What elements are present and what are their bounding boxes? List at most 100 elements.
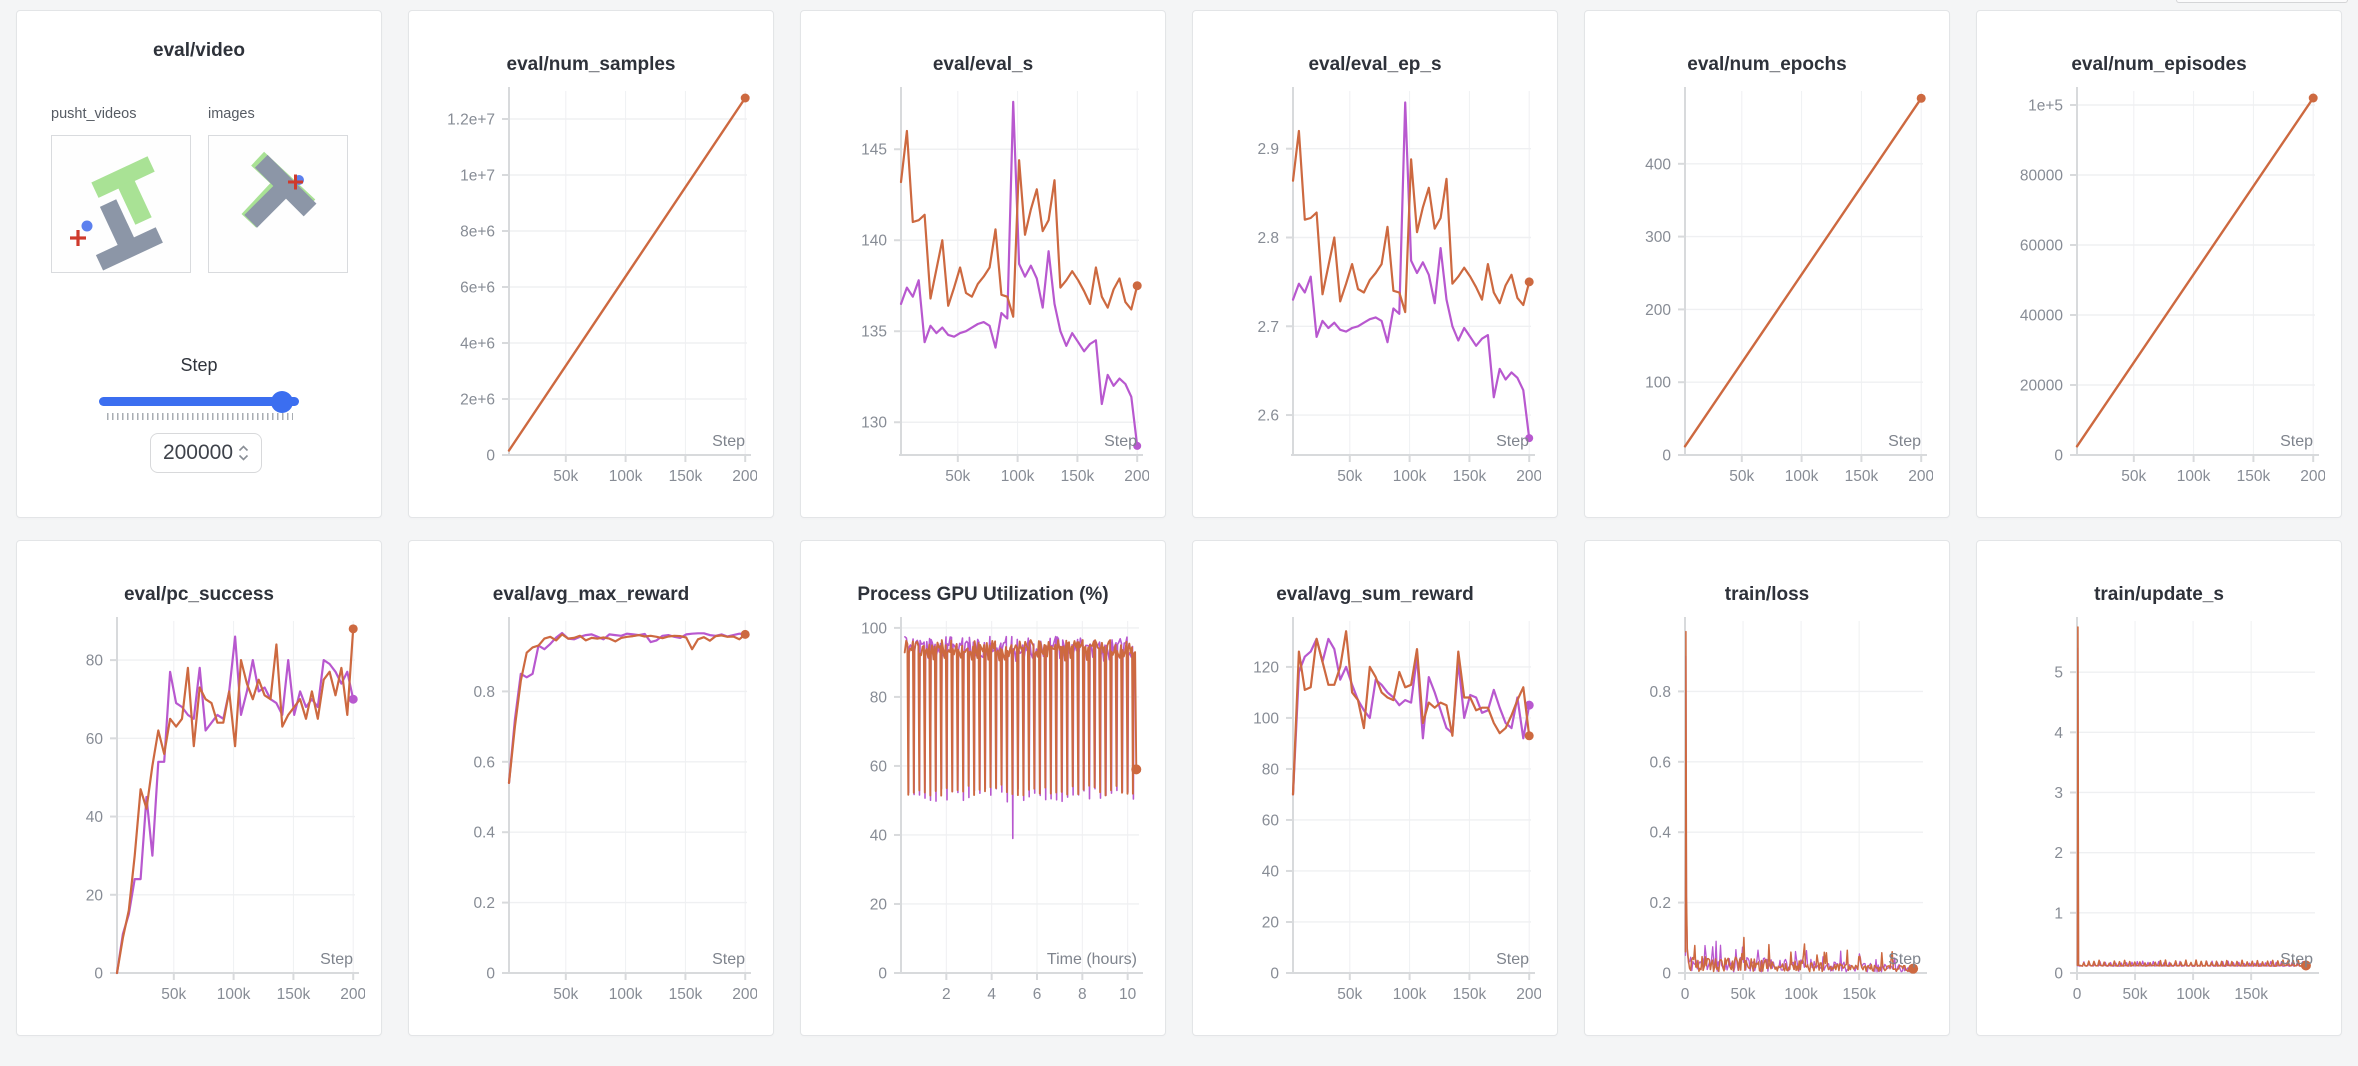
svg-text:300: 300 — [1645, 229, 1671, 246]
panel-title: eval/eval_s — [932, 54, 1034, 75]
panel-train-loss[interactable]: train/loss 0 0.2 0.4 0.6 0.8 0 50k 100k 150k Step — [1584, 540, 1950, 1036]
panel-eval-video[interactable]: eval/video pusht_videos images — [16, 10, 382, 518]
panel-title: eval/video — [153, 40, 245, 61]
target-t-shape — [91, 156, 155, 225]
svg-text:100k: 100k — [2176, 986, 2210, 1003]
svg-text:100k: 100k — [609, 468, 643, 485]
step-number-input[interactable]: 200000 — [150, 433, 262, 473]
svg-text:Step: Step — [2280, 433, 2313, 450]
svg-text:80: 80 — [86, 653, 104, 670]
svg-text:200: 200 — [1645, 302, 1671, 319]
svg-text:150k: 150k — [1453, 468, 1487, 485]
svg-text:10: 10 — [1119, 986, 1137, 1003]
svg-text:150k: 150k — [277, 986, 311, 1003]
svg-text:200: 200 — [340, 986, 365, 1003]
line-chart[interactable]: 2.6 2.7 2.8 2.9 50k 100k 150k 200 Step — [1209, 81, 1541, 511]
line-chart[interactable]: 0 20 40 60 80 100 2 4 6 8 10 Time (hours) — [817, 611, 1149, 1029]
svg-text:0.8: 0.8 — [473, 684, 495, 701]
agent-dot — [81, 220, 93, 232]
pusht-video-thumbnail[interactable] — [51, 135, 191, 273]
panel-eval-num-episodes[interactable]: eval/num_episodes 0 20000 40000 60000 80000 1… — [1976, 10, 2342, 518]
svg-text:2.7: 2.7 — [1257, 319, 1279, 336]
line-chart[interactable]: 0 2e+6 4e+6 6e+6 8e+6 1e+7 1.2e+7 50k 100k 150k 20… — [425, 81, 757, 511]
chevron-down-icon[interactable] — [238, 454, 249, 461]
svg-text:1.2e+7: 1.2e+7 — [447, 112, 495, 129]
svg-text:2: 2 — [2054, 845, 2063, 862]
svg-text:4: 4 — [2054, 725, 2063, 742]
svg-text:50k: 50k — [553, 986, 578, 1003]
svg-text:8e+6: 8e+6 — [460, 224, 495, 241]
svg-text:100k: 100k — [1393, 986, 1427, 1003]
dashboard-panel-grid: eval/video pusht_videos images — [16, 10, 2342, 1036]
svg-text:100: 100 — [1645, 375, 1671, 392]
svg-text:150k: 150k — [2237, 468, 2271, 485]
panel-eval-num-samples[interactable]: eval/num_samples 0 2e+6 4e+6 6e+6 8e+6 1e+7 1.… — [408, 10, 774, 518]
svg-text:0: 0 — [1270, 966, 1279, 983]
svg-text:1: 1 — [2054, 905, 2063, 922]
svg-text:Step: Step — [1496, 433, 1529, 450]
pusht-env-render — [70, 156, 163, 271]
step-slider-track[interactable] — [99, 397, 299, 406]
line-chart[interactable]: 0 1 2 3 4 5 0 50k 100k 150k Step — [1993, 611, 2325, 1029]
svg-text:200: 200 — [732, 468, 757, 485]
panel-title: eval/avg_max_reward — [492, 584, 690, 605]
svg-text:0: 0 — [2054, 966, 2063, 983]
svg-text:1e+5: 1e+5 — [2028, 98, 2063, 115]
svg-text:50k: 50k — [2123, 986, 2148, 1003]
svg-text:50k: 50k — [945, 468, 970, 485]
svg-text:20: 20 — [870, 896, 888, 913]
step-slider-thumb[interactable] — [271, 391, 293, 413]
svg-text:0: 0 — [486, 966, 495, 983]
panel-eval-num-epochs[interactable]: eval/num_epochs 0 100 200 300 400 50k 100k 150k… — [1584, 10, 1950, 518]
svg-text:5: 5 — [2054, 665, 2063, 682]
panel-eval-eval-s[interactable]: eval/eval_s 130 135 140 145 50k 100k 150k 200 St… — [800, 10, 1166, 518]
line-chart[interactable]: 0 100 200 300 400 50k 100k 150k 200 Step — [1601, 81, 1933, 511]
svg-text:4: 4 — [987, 986, 996, 1003]
svg-text:Step: Step — [1104, 433, 1137, 450]
svg-text:50k: 50k — [161, 986, 186, 1003]
panel-train-update-s[interactable]: train/update_s 0 1 2 3 4 5 0 50k 100k 150k Step — [1976, 540, 2342, 1036]
svg-text:150k: 150k — [1453, 986, 1487, 1003]
line-chart[interactable]: 0 20 40 60 80 50k 100k 150k 200 Step — [33, 611, 365, 1029]
svg-text:2e+6: 2e+6 — [460, 392, 495, 409]
line-chart[interactable]: 0 20 40 60 80 100 120 50k 100k 150k 200 Step — [1209, 611, 1541, 1029]
chevron-up-icon[interactable] — [238, 445, 249, 452]
clipped-top-panel-edge — [2176, 0, 2348, 3]
svg-text:2: 2 — [942, 986, 951, 1003]
svg-text:150k: 150k — [669, 468, 703, 485]
svg-text:0.6: 0.6 — [1649, 754, 1671, 771]
stepper-arrows[interactable] — [238, 445, 249, 461]
panel-eval-avg-max-reward[interactable]: eval/avg_max_reward 0 0.2 0.4 0.6 0.8 50k 100k… — [408, 540, 774, 1036]
svg-text:Step: Step — [1888, 433, 1921, 450]
line-chart[interactable]: 0 0.2 0.4 0.6 0.8 0 50k 100k 150k Step — [1601, 611, 1933, 1029]
svg-text:2.9: 2.9 — [1257, 141, 1279, 158]
panel-title: Process GPU Utilization (%) — [857, 584, 1109, 605]
svg-text:150k: 150k — [1845, 468, 1879, 485]
svg-text:50k: 50k — [1337, 468, 1362, 485]
line-chart[interactable]: 0 20000 40000 60000 80000 1e+5 50k 100k 150k 200 S… — [1993, 81, 2325, 511]
svg-text:100: 100 — [1253, 710, 1279, 727]
panel-eval-avg-sum-reward[interactable]: eval/avg_sum_reward 0 20 40 60 80 100 120 50k 10… — [1192, 540, 1558, 1036]
panel-gpu-utilization[interactable]: Process GPU Utilization (%) 0 20 40 60 80 100… — [800, 540, 1166, 1036]
svg-text:150k: 150k — [1061, 468, 1095, 485]
svg-text:Time (hours): Time (hours) — [1047, 951, 1137, 968]
svg-text:80: 80 — [1262, 761, 1280, 778]
pusht-image-render — [241, 151, 317, 228]
svg-text:145: 145 — [861, 142, 887, 159]
svg-text:200: 200 — [1516, 986, 1541, 1003]
svg-text:0: 0 — [878, 966, 887, 983]
goal-cross — [288, 174, 303, 190]
panel-eval-pc-success[interactable]: eval/pc_success 0 20 40 60 80 50k 100k 150k 200 S… — [16, 540, 382, 1036]
svg-text:100k: 100k — [1784, 986, 1818, 1003]
svg-text:200: 200 — [1908, 468, 1933, 485]
svg-text:100k: 100k — [2177, 468, 2211, 485]
step-slider-label: Step — [180, 355, 218, 375]
line-chart[interactable]: 0 0.2 0.4 0.6 0.8 50k 100k 150k 200 Step — [425, 611, 757, 1029]
panel-eval-eval-ep-s[interactable]: eval/eval_ep_s 2.6 2.7 2.8 2.9 50k 100k 150k 20… — [1192, 10, 1558, 518]
svg-text:0.4: 0.4 — [473, 825, 495, 842]
images-thumbnail[interactable] — [208, 135, 348, 273]
svg-text:2.6: 2.6 — [1257, 408, 1279, 425]
line-chart[interactable]: 130 135 140 145 50k 100k 150k 200 Step — [817, 81, 1149, 511]
svg-text:130: 130 — [861, 415, 887, 432]
svg-text:200: 200 — [1124, 468, 1149, 485]
